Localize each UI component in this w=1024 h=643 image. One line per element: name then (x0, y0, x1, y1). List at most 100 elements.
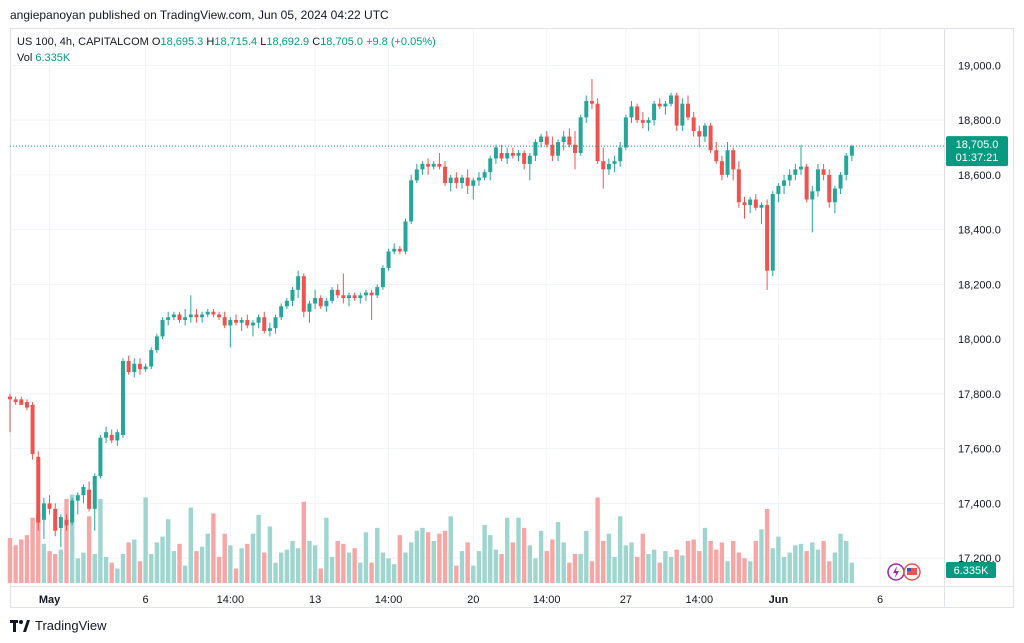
candle (714, 142, 719, 164)
candle (205, 309, 210, 318)
candle-body (239, 319, 244, 323)
candle-body (183, 317, 188, 320)
volume-bar (120, 554, 126, 583)
candle-body (8, 396, 12, 400)
candle (70, 497, 75, 526)
time-tick-label: 6 (877, 594, 883, 606)
candle (652, 100, 657, 126)
candle (397, 246, 402, 255)
candle (273, 314, 278, 334)
candle (19, 396, 24, 405)
candle-body (87, 489, 92, 509)
volume-bar (804, 551, 809, 583)
candle (505, 147, 510, 164)
candle-body (482, 172, 487, 178)
candle (171, 311, 176, 320)
volume-bar (262, 552, 267, 583)
last-price-text: 18,705.0 (956, 139, 999, 151)
volume-bar (634, 556, 640, 583)
candle-body (539, 136, 544, 143)
candle-body (341, 295, 346, 299)
candle (731, 147, 736, 181)
candle-body (493, 147, 498, 159)
candle (109, 429, 114, 444)
candle (556, 139, 561, 162)
candle-body (177, 314, 182, 320)
close-label: C (312, 36, 321, 48)
high-label: H (206, 36, 215, 48)
candle (663, 100, 668, 115)
candle-body (454, 177, 459, 184)
candle (488, 155, 493, 181)
candle (759, 202, 764, 225)
candle-body (799, 166, 803, 170)
candle-body (267, 328, 272, 331)
volume-bar (618, 516, 623, 583)
candle (561, 131, 566, 151)
volume-bar (640, 533, 645, 583)
volume-bar (465, 542, 470, 583)
volume-bar (369, 562, 374, 583)
candle (409, 174, 414, 225)
candle-body (443, 166, 448, 184)
volume-bar (103, 556, 109, 583)
candle (601, 147, 606, 189)
candle (804, 163, 809, 203)
candle (250, 319, 255, 337)
candle-body (567, 136, 572, 145)
volume-bar (211, 513, 216, 583)
axis-badges: 18,705.001:37:21 6.335K (946, 136, 1008, 578)
candle-body (623, 117, 628, 148)
candle-body (369, 292, 374, 296)
volume-bar (171, 551, 177, 583)
candle-body (476, 177, 481, 181)
candle (177, 311, 182, 323)
candle-body (657, 103, 662, 107)
volume-bar (194, 551, 199, 583)
volume-bar (629, 542, 634, 583)
volume-bar (787, 552, 792, 583)
volume-bar (363, 532, 369, 583)
symbol-name[interactable]: US 100, 4h, CAPITALCOM (17, 36, 149, 48)
candle-body (13, 399, 18, 403)
candle-body (296, 276, 301, 290)
candle (115, 429, 120, 446)
volume-bar (160, 536, 165, 583)
volume-bar (781, 556, 787, 583)
volume-bar (109, 562, 114, 583)
volume-bar (137, 561, 143, 583)
candle (567, 128, 572, 148)
candle-body (640, 120, 645, 123)
volume-bar (166, 519, 171, 583)
volume-bar (776, 536, 781, 583)
candle-body (770, 194, 775, 271)
candle-body (75, 495, 80, 501)
candle-body (618, 147, 623, 162)
volume-bar (651, 549, 657, 583)
volume-bar (295, 548, 301, 583)
candle-body (782, 180, 787, 186)
candle (669, 92, 674, 107)
volume-bar (7, 538, 13, 583)
volume-bar (521, 527, 527, 583)
candle-body (652, 103, 657, 121)
candle (753, 194, 758, 211)
candle (126, 355, 131, 375)
time-tick-label: 13 (309, 594, 321, 606)
candle (324, 298, 329, 312)
candle-body (234, 319, 238, 323)
volume-bar (567, 562, 572, 583)
volume-bar (358, 562, 363, 583)
volume-bar (454, 565, 459, 583)
candle (686, 95, 690, 121)
candle (375, 284, 380, 299)
candle-body (686, 103, 690, 118)
candle-body (544, 136, 549, 145)
candle-body (838, 174, 843, 189)
candle (612, 155, 617, 173)
tradingview-logo[interactable]: TradingView (10, 618, 107, 633)
candle-body (849, 146, 854, 156)
candle (58, 514, 63, 548)
candle-body (674, 95, 679, 126)
